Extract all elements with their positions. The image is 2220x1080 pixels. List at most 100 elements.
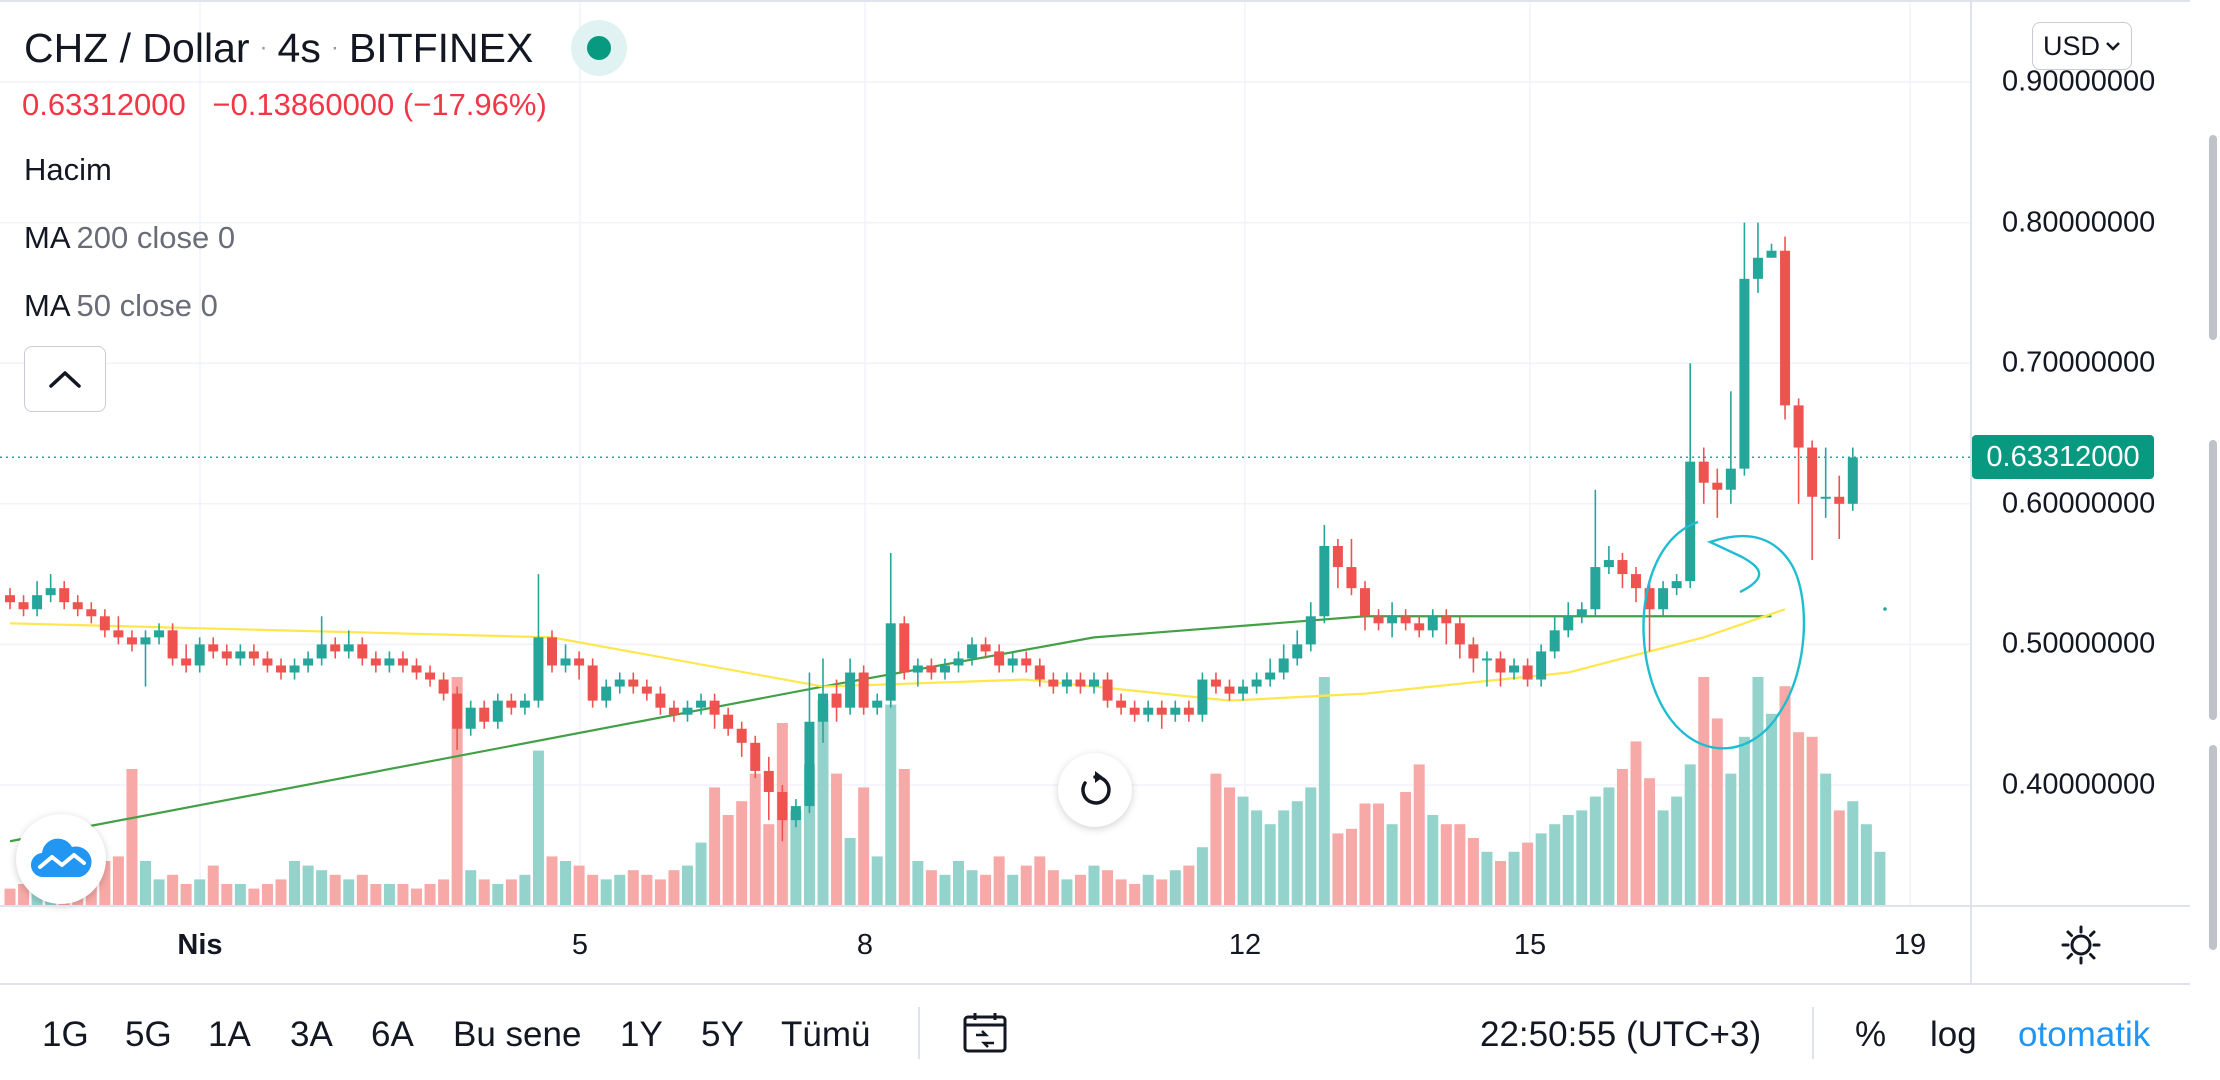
candle <box>1576 602 1587 624</box>
volume-bar <box>966 870 978 907</box>
candle-body <box>99 616 110 631</box>
candle-body <box>289 665 300 673</box>
volume-bar <box>465 870 477 907</box>
indicator-volume[interactable]: Hacim <box>24 152 112 188</box>
volume-bar <box>993 856 1005 907</box>
volume-bar <box>207 865 219 907</box>
range-3m-button[interactable]: 3A <box>290 1015 333 1054</box>
volume-bar <box>329 874 341 907</box>
candle <box>519 693 530 715</box>
symbol-name[interactable]: CHZ / Dollar <box>24 24 250 71</box>
indicator-ma200[interactable]: MA 200 close 0 <box>24 220 235 256</box>
volume-bar <box>1738 736 1750 907</box>
candle-body <box>506 700 517 708</box>
price-tick-label: 0.60000000 <box>2002 487 2156 520</box>
range-all-button[interactable]: Tümü <box>781 1015 871 1054</box>
log-scale-toggle[interactable]: log <box>1930 1015 1977 1054</box>
candle-body <box>967 644 978 659</box>
volume-bar <box>289 861 301 907</box>
candle <box>899 616 910 680</box>
volume-bar <box>261 884 273 907</box>
volume-bar <box>383 884 395 907</box>
scrollbar-thumb[interactable] <box>2209 440 2217 720</box>
candle-body <box>601 686 612 701</box>
candle <box>1820 447 1831 518</box>
market-status-icon[interactable] <box>571 20 628 76</box>
currency-select[interactable]: USD <box>2032 22 2132 70</box>
candle-body <box>926 665 937 673</box>
tradingview-cloud-icon <box>30 838 92 878</box>
chart-pane[interactable]: CHZ / Dollar · 4s · BITFINEX 0.63312000 … <box>0 0 1970 907</box>
range-5y-button[interactable]: 5Y <box>701 1015 744 1054</box>
candle <box>1346 538 1357 596</box>
candle <box>343 630 354 659</box>
volume-bar <box>1183 865 1195 907</box>
interval-label[interactable]: 4s <box>277 24 321 71</box>
candle-body <box>1265 672 1276 680</box>
range-6m-button[interactable]: 6A <box>371 1015 414 1054</box>
price-tick-label: 0.40000000 <box>2002 768 2156 801</box>
indicator-ma50[interactable]: MA 50 close 0 <box>24 288 218 324</box>
range-1d-button[interactable]: 1G <box>42 1015 89 1054</box>
candle-body <box>1089 679 1099 687</box>
percent-scale-toggle[interactable]: % <box>1855 1015 1887 1054</box>
candle <box>1752 222 1763 293</box>
volume-bar <box>1657 810 1669 907</box>
candle <box>885 553 896 708</box>
volume-bar <box>140 861 151 907</box>
candle <box>1563 602 1574 638</box>
chart-settings-button[interactable] <box>1970 905 2190 983</box>
last-price-value: 0.63312000 <box>22 87 186 122</box>
candle-body <box>1481 658 1492 661</box>
candle <box>1549 616 1560 659</box>
reset-chart-button[interactable] <box>1058 753 1132 827</box>
time-tick-label: 5 <box>571 929 589 961</box>
tradingview-logo-button[interactable] <box>16 814 106 904</box>
range-1y-button[interactable]: 1Y <box>620 1015 663 1054</box>
timezone-clock[interactable]: 22:50:55 (UTC+3) <box>1480 1015 1762 1054</box>
range-1m-button[interactable]: 1A <box>208 1015 251 1054</box>
candle-body <box>1116 700 1127 708</box>
candle-body <box>1536 651 1547 680</box>
candle-body <box>804 721 815 807</box>
collapse-legend-button[interactable] <box>24 346 106 412</box>
time-tick-label: 15 <box>1513 929 1547 961</box>
candle-body <box>1021 658 1032 666</box>
symbol-legend[interactable]: CHZ / Dollar · 4s · BITFINEX <box>24 20 628 76</box>
range-5d-button[interactable]: 5G <box>125 1015 172 1054</box>
candle-body <box>276 665 286 673</box>
candle <box>1360 581 1370 631</box>
candle <box>1807 440 1818 561</box>
candle-body <box>1563 616 1574 631</box>
indicator-name: Hacim <box>24 152 112 187</box>
candles <box>5 222 1858 842</box>
volume-bar <box>1278 810 1290 907</box>
volume-bar <box>221 884 233 907</box>
volume-bar <box>1115 879 1127 907</box>
candle-body <box>1509 665 1520 673</box>
candle-body <box>614 679 625 687</box>
candle <box>1305 602 1316 652</box>
volume-bar <box>1806 736 1818 907</box>
page-scrollbar[interactable] <box>2206 0 2220 1080</box>
candle-body <box>1170 707 1181 715</box>
candlestick-chart[interactable] <box>0 2 1970 907</box>
candle-body <box>1373 616 1384 624</box>
candle <box>953 651 964 673</box>
candle-body <box>1685 461 1696 582</box>
candle-body <box>533 637 544 701</box>
scrollbar-thumb[interactable] <box>2209 745 2217 950</box>
time-scale[interactable]: Nis 5 8 12 15 19 <box>0 905 1970 983</box>
go-to-date-button[interactable] <box>962 1011 1008 1060</box>
price-scale[interactable]: USD 0.90000000 0.80000000 0.70000000 0.6000… <box>1970 0 2190 905</box>
drawing-annotations[interactable] <box>1642 520 1887 750</box>
candle <box>425 665 436 687</box>
candle-body <box>1644 588 1655 610</box>
auto-scale-toggle[interactable]: otomatik <box>2018 1015 2151 1054</box>
scrollbar-thumb[interactable] <box>2209 135 2217 340</box>
volume-bar <box>411 888 422 907</box>
candle-body <box>248 651 259 659</box>
candle-body <box>465 707 476 729</box>
range-ytd-button[interactable]: Bu sene <box>453 1015 582 1054</box>
volume-bar <box>709 787 721 907</box>
